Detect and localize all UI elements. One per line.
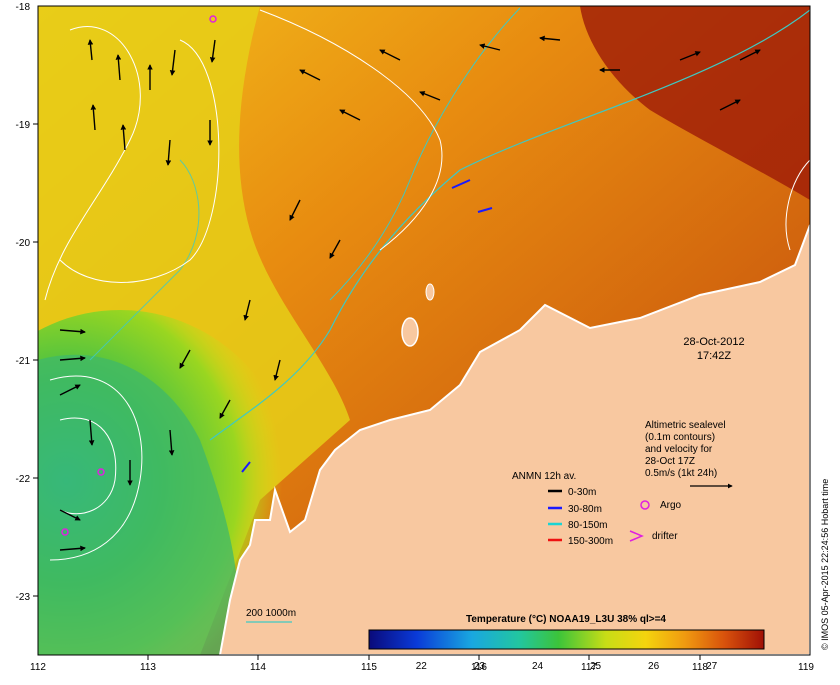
- argo-legend-label: Argo: [660, 500, 682, 511]
- velocity-arrow: [59, 545, 86, 552]
- velocity-arrow: [289, 199, 301, 221]
- anmn-arrow-30-80m: [477, 207, 493, 213]
- x-tick-label: 117: [581, 662, 597, 673]
- y-tick-label: -22: [16, 474, 31, 485]
- velocity-arrow: [299, 69, 321, 81]
- velocity-arrow: [339, 109, 361, 121]
- velocity-arrow: [379, 49, 401, 61]
- velocity-arrow: [419, 91, 441, 101]
- argo-float[interactable]: [97, 468, 105, 476]
- velocity-arrow: [479, 43, 501, 51]
- velocity-arrow: [87, 39, 94, 61]
- anmn-label: 80-150m: [568, 520, 607, 531]
- velocity-arrow: [209, 39, 216, 63]
- velocity-arrow: [219, 399, 231, 419]
- time-label: 17:42Z: [697, 350, 732, 362]
- velocity-arrow: [59, 384, 81, 396]
- sst-cool-core: [38, 354, 239, 655]
- altimetry-line: Altimetric sealevel: [645, 420, 726, 431]
- sealevel-contour: [49, 375, 143, 561]
- credit-text: © IMOS 05-Apr-2015 22:24:56 Hobart time: [820, 479, 830, 650]
- y-axis: -18 -19 -20 -21 -22 -23: [16, 2, 31, 603]
- velocity-arrow: [243, 299, 251, 321]
- altimetry-line: 28-Oct 17Z: [645, 456, 695, 467]
- anmn-label: 30-80m: [568, 504, 602, 515]
- sealevel-contour: [59, 39, 220, 283]
- velocity-arrow: [719, 99, 741, 111]
- y-tick-label: -18: [16, 2, 31, 13]
- altimetry-line: and velocity for: [645, 444, 713, 455]
- colorbar-title: Temperature (°C) NOAA19_L3U 38% ql>=4: [466, 614, 666, 625]
- colorbar-tick-label: 23: [474, 661, 486, 672]
- anmn-title: ANMN 12h av.: [512, 471, 576, 482]
- argo-float[interactable]: [209, 15, 217, 23]
- colorbar-tick-label: 24: [532, 661, 544, 672]
- velocity-arrow: [59, 355, 86, 362]
- x-axis: 112 113 114 115 116 117 118 119: [30, 662, 814, 673]
- altimetry-legend: Altimetric sealevel (0.1m contours) and …: [645, 420, 733, 489]
- velocity-arrow: [329, 239, 341, 259]
- x-tick-label: 118: [692, 662, 708, 673]
- island: [425, 283, 435, 301]
- colorbar-ticks: 22 23 24 25 26 27: [416, 661, 718, 672]
- isobath-line: [89, 159, 200, 361]
- velocity-arrows: [59, 35, 761, 552]
- velocity-arrow: [59, 328, 86, 335]
- date-label: 28-Oct-2012: [683, 336, 744, 348]
- island: [401, 317, 419, 347]
- isobath-legend-label: 200 1000m: [246, 608, 296, 619]
- land-mass: [218, 224, 810, 655]
- colorbar-tick-label: 25: [590, 661, 602, 672]
- velocity-arrow: [90, 104, 97, 131]
- velocity-arrow: [539, 35, 561, 42]
- map-plot-area: [38, 6, 810, 655]
- anmn-arrow-30-80m: [451, 179, 471, 189]
- colorbar-tick-label: 27: [706, 661, 718, 672]
- velocity-arrow: [169, 49, 176, 76]
- sealevel-contour: [259, 9, 443, 251]
- y-tick-label: -19: [16, 120, 31, 131]
- sealevel-contour: [785, 159, 810, 251]
- colorbar-tick-label: 22: [416, 661, 428, 672]
- anmn-label: 150-300m: [568, 536, 613, 547]
- drifter-legend-label: drifter: [652, 531, 678, 542]
- anmn-label: 0-30m: [568, 487, 596, 498]
- argo-float[interactable]: [61, 528, 69, 536]
- x-tick-label: 114: [250, 662, 266, 673]
- x-tick-label: 113: [140, 662, 156, 673]
- colorbar-tick-label: 26: [648, 661, 660, 672]
- anmn-arrow-30-80m: [241, 461, 251, 473]
- x-tick-label: 116: [471, 662, 487, 673]
- x-tick-label: 115: [361, 662, 377, 673]
- plot-frame: [37, 5, 811, 656]
- velocity-arrow: [179, 349, 191, 369]
- x-tick-label: 119: [798, 662, 814, 673]
- anmn-legend: ANMN 12h av. 0-30m 30-80m 80-150m 150-30…: [512, 471, 613, 547]
- argo-legend-icon: [640, 500, 650, 510]
- altimetry-line: 0.5m/s (1kt 24h): [645, 468, 717, 479]
- y-tick-label: -21: [16, 356, 31, 367]
- velocity-arrow: [273, 359, 281, 381]
- colorbar: [368, 629, 765, 650]
- altimetry-line: (0.1m contours): [645, 432, 715, 443]
- velocity-arrow: [120, 124, 127, 151]
- sealevel-contour: [44, 26, 141, 301]
- drifter-legend-icon: [629, 530, 644, 542]
- isobath-200m: [329, 7, 521, 301]
- isobath-1000m: [209, 9, 810, 441]
- velocity-arrow: [115, 54, 122, 81]
- velocity-arrow: [739, 49, 761, 61]
- tick-marks: [33, 123, 701, 660]
- velocity-arrow: [88, 419, 95, 446]
- y-tick-label: -23: [16, 592, 31, 603]
- y-tick-label: -20: [16, 238, 31, 249]
- velocity-arrow: [165, 139, 172, 166]
- velocity-arrow: [679, 51, 701, 61]
- velocity-arrow: [59, 509, 81, 521]
- velocity-arrow: [168, 429, 175, 456]
- x-tick-label: 112: [30, 662, 46, 673]
